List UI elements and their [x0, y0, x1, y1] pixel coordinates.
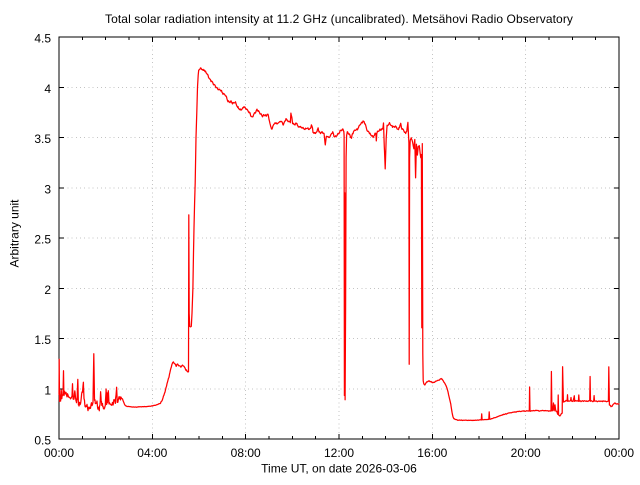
svg-text:1.5: 1.5	[34, 333, 51, 347]
svg-text:12:00: 12:00	[324, 446, 354, 460]
svg-text:20:00: 20:00	[511, 446, 541, 460]
svg-text:Arbitrary unit: Arbitrary unit	[7, 199, 21, 268]
svg-text:00:00: 00:00	[604, 446, 634, 460]
svg-text:3.5: 3.5	[34, 132, 51, 146]
svg-text:00:00: 00:00	[44, 446, 74, 460]
svg-text:04:00: 04:00	[137, 446, 167, 460]
svg-text:4.5: 4.5	[34, 32, 51, 46]
svg-text:16:00: 16:00	[417, 446, 447, 460]
svg-text:Total solar radiation intensit: Total solar radiation intensity at 11.2 …	[105, 12, 573, 26]
svg-text:2: 2	[44, 283, 51, 297]
svg-text:08:00: 08:00	[231, 446, 261, 460]
svg-text:4: 4	[44, 82, 51, 96]
svg-text:1: 1	[44, 383, 51, 397]
svg-text:Time UT, on date 2026-03-06: Time UT, on date 2026-03-06	[261, 461, 417, 475]
svg-text:3: 3	[44, 182, 51, 196]
svg-text:2.5: 2.5	[34, 233, 51, 247]
svg-text:0.5: 0.5	[34, 434, 51, 448]
